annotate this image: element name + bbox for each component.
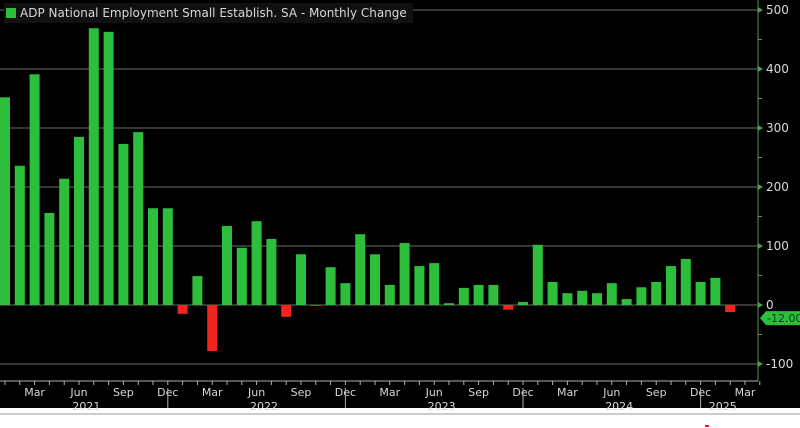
bar: [296, 254, 306, 305]
bar: [251, 221, 262, 305]
y-tick-arrow: [758, 361, 763, 367]
bar: [621, 299, 632, 305]
bar: [429, 263, 440, 305]
y-tick-label: 100: [766, 239, 789, 253]
bar: [281, 305, 292, 317]
bar: [29, 74, 40, 305]
bar: [562, 293, 573, 305]
bar: [518, 302, 528, 305]
bar: [74, 136, 84, 305]
y-tick-label: 500: [766, 3, 789, 17]
x-axis: Mar Jun Sep Dec Mar Jun Sep Dec Mar Jun Sep Dec Mar J…: [0, 380, 800, 415]
bar: [651, 281, 662, 305]
x-month-label: Mar: [24, 386, 45, 399]
y-tick-arrow: [758, 184, 763, 190]
y-tick-label: 0: [766, 298, 774, 312]
bar: [488, 284, 499, 305]
y-tick-arrow: [758, 302, 763, 308]
bar: [340, 283, 351, 305]
bar: [458, 287, 469, 305]
x-year-label: 2023: [428, 400, 456, 413]
bar: [177, 305, 188, 314]
bar: [666, 266, 676, 305]
bar: [59, 178, 70, 305]
y-tick-arrow: [758, 7, 763, 13]
x-month-label: Jun: [247, 386, 265, 399]
bar: [532, 244, 543, 305]
legend-label: ADP National Employment Small Establish.…: [20, 6, 407, 20]
bar: [148, 208, 158, 305]
bar: [710, 277, 721, 305]
bar: [680, 258, 691, 305]
red-marker: [705, 425, 709, 427]
x-month-label: Sep: [646, 386, 667, 399]
bar: [192, 276, 203, 305]
bar: [266, 238, 277, 305]
last-value-badge: [760, 311, 800, 326]
bar: [695, 281, 706, 305]
y-tick-arrow: [758, 125, 763, 131]
legend-swatch: [6, 8, 16, 18]
bar: [0, 97, 10, 305]
y-tick-label: 200: [766, 180, 789, 194]
bar: [370, 254, 380, 305]
bar: [310, 305, 321, 306]
x-year-label: 2022: [250, 400, 278, 413]
x-month-label: Jun: [602, 386, 620, 399]
bars: [0, 28, 736, 352]
bar: [118, 143, 129, 305]
x-month-label: Mar: [557, 386, 578, 399]
bar: [473, 284, 484, 305]
x-month-label: Jun: [69, 386, 87, 399]
bar: [547, 281, 558, 305]
bar: [606, 283, 617, 305]
x-month-label: Jun: [425, 386, 443, 399]
y-tick-label: -100: [766, 357, 793, 371]
bar: [592, 293, 602, 305]
bar: [384, 284, 395, 305]
bar: [636, 287, 647, 305]
bar: [325, 267, 336, 305]
y-tick-arrow: [758, 66, 763, 72]
bar: [236, 247, 247, 305]
x-year-label: 2024: [605, 400, 633, 413]
x-year-label: 2021: [72, 400, 100, 413]
last-value-label: -12.00: [767, 312, 800, 325]
x-month-label: Mar: [202, 386, 223, 399]
bar: [414, 266, 425, 305]
x-month-label: Mar: [735, 386, 756, 399]
y-tick-label: 300: [766, 121, 789, 135]
bar: [162, 208, 173, 305]
bar: [399, 243, 410, 305]
bar: [725, 305, 736, 313]
bar: [103, 31, 114, 306]
bar: [444, 303, 454, 305]
y-axis: 500 400 300 200 100 0 -100 -12.00: [757, 0, 800, 381]
bar: [14, 165, 25, 305]
x-month-label: Mar: [379, 386, 400, 399]
bar: [207, 305, 218, 352]
y-tick-label: 400: [766, 62, 789, 76]
x-month-label: Sep: [291, 386, 312, 399]
x-month-label: Sep: [113, 386, 134, 399]
bar: [88, 28, 99, 305]
bar: [44, 212, 55, 305]
x-month-label: Sep: [468, 386, 489, 399]
bar: [133, 132, 144, 305]
bar: [222, 225, 232, 305]
bar: [355, 234, 366, 305]
bar: [577, 290, 588, 305]
x-year-label: 2025: [709, 400, 737, 413]
legend: ADP National Employment Small Establish.…: [4, 3, 413, 23]
bar: [503, 305, 514, 310]
y-tick-arrow: [758, 243, 763, 249]
